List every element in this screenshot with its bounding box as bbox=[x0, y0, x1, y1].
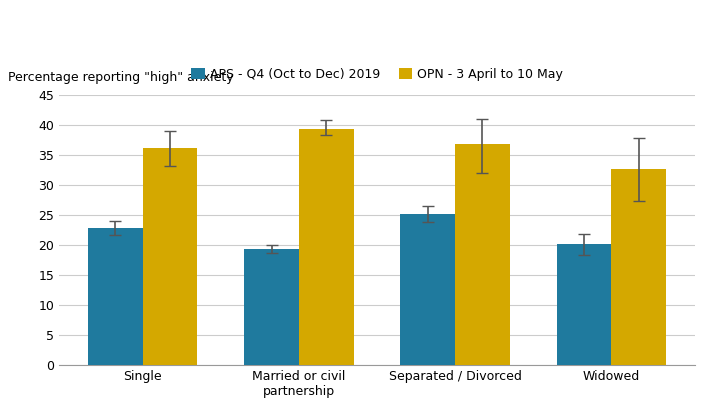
Bar bbox=[611, 169, 666, 365]
Text: Percentage reporting "high" anxiety: Percentage reporting "high" anxiety bbox=[8, 71, 234, 84]
Bar bbox=[400, 214, 455, 365]
Bar bbox=[88, 228, 143, 365]
Bar bbox=[299, 129, 354, 365]
Bar bbox=[244, 249, 299, 365]
Bar bbox=[557, 244, 611, 365]
Legend: APS - Q4 (Oct to Dec) 2019, OPN - 3 April to 10 May: APS - Q4 (Oct to Dec) 2019, OPN - 3 Apri… bbox=[186, 63, 568, 86]
Bar bbox=[143, 148, 197, 365]
Bar bbox=[455, 145, 510, 365]
